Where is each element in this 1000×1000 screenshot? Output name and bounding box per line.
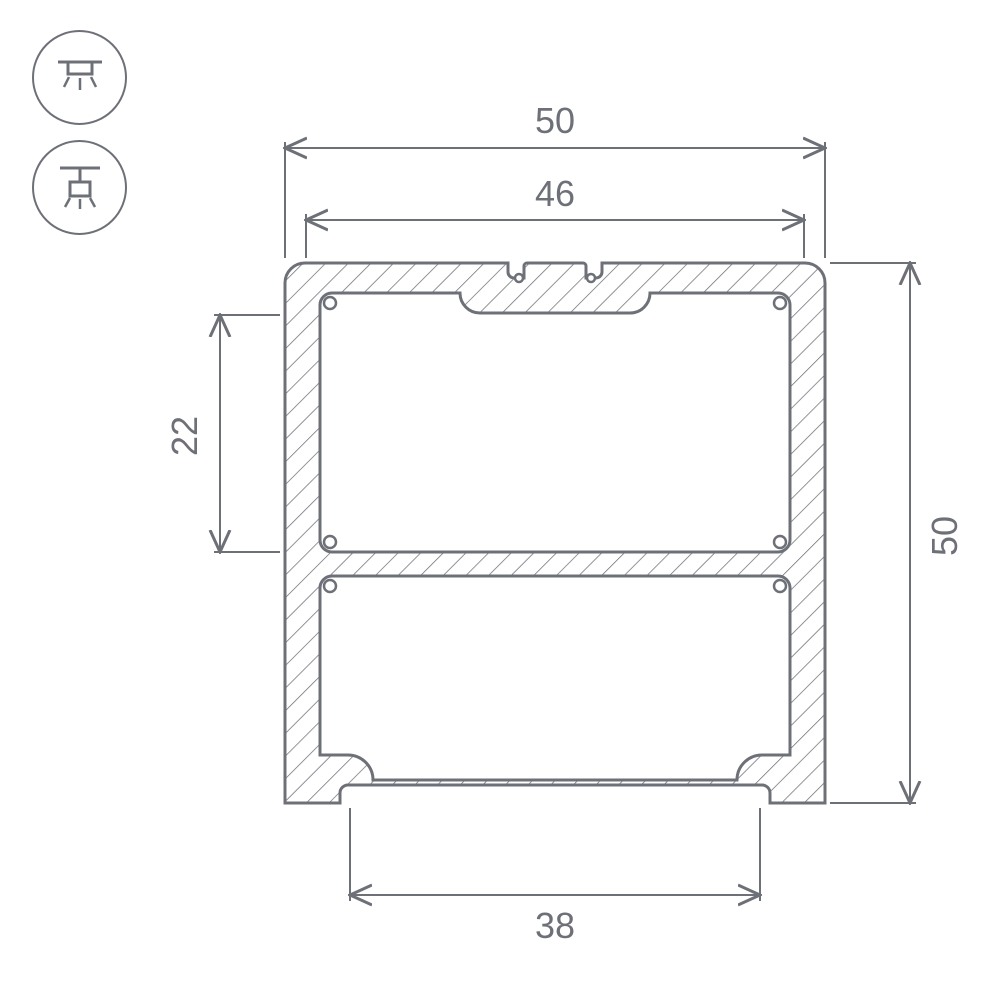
dim-label-top-outer: 50	[535, 100, 575, 142]
dim-left	[214, 315, 280, 552]
dim-label-right: 50	[924, 516, 966, 556]
dim-label-left: 22	[164, 416, 206, 456]
profile-body	[285, 263, 825, 803]
dim-label-bottom: 38	[535, 905, 575, 947]
dim-top-inner	[306, 214, 804, 258]
dim-bottom	[350, 808, 760, 901]
dim-label-top-inner: 46	[535, 173, 575, 215]
dim-right	[830, 263, 916, 803]
profile-cross-section	[0, 0, 1000, 1000]
